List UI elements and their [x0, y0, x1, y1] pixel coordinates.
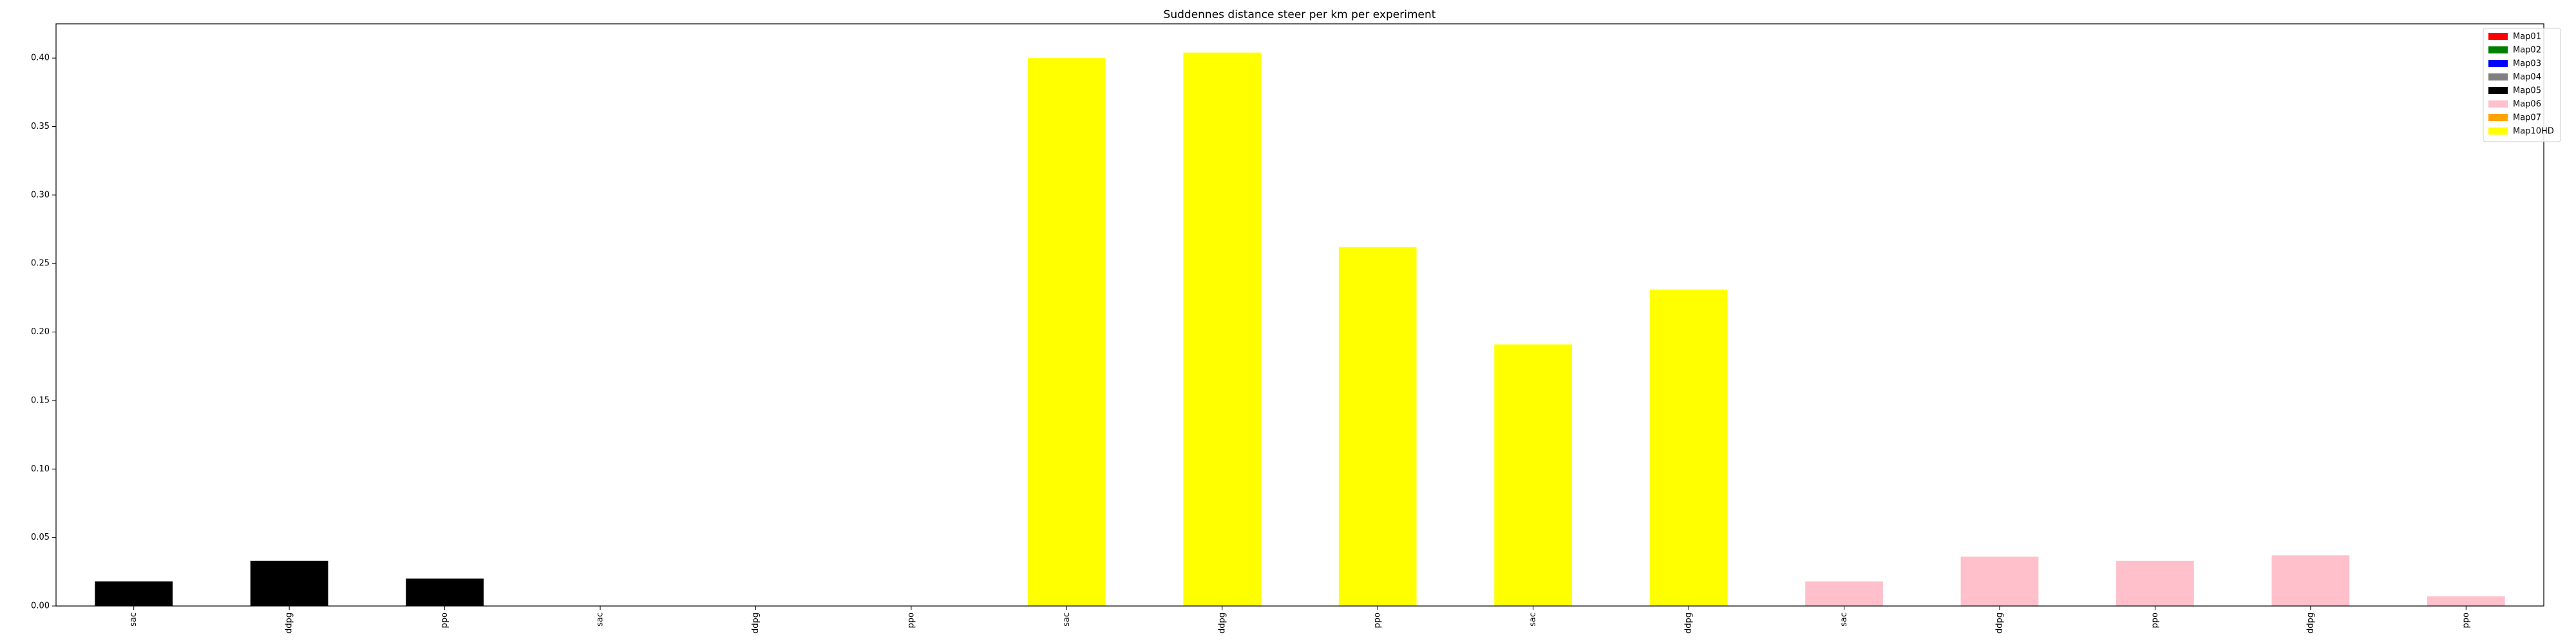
x-tick-label: ddpg [1994, 612, 2004, 634]
legend-label: Map03 [2513, 59, 2541, 69]
legend-swatch [2488, 114, 2508, 121]
y-tick-label: 0.05 [31, 533, 50, 542]
bar-8 [1183, 52, 1262, 607]
bar-3 [406, 578, 484, 606]
bar-13 [1960, 556, 2039, 606]
legend-label: Map04 [2513, 73, 2541, 82]
y-tick-label: 0.00 [31, 601, 50, 611]
bars-group [95, 52, 2505, 607]
bar-12 [1805, 581, 1883, 606]
legend-label: Map07 [2513, 113, 2541, 123]
bar-11 [1649, 289, 1728, 606]
legend-label: Map01 [2513, 32, 2541, 42]
x-tick-label: sac [1528, 612, 1538, 627]
legend-label: Map02 [2513, 46, 2541, 55]
x-tick-label: ppo [1373, 612, 1383, 629]
x-tick-label: ddpg [1217, 612, 1227, 634]
x-tick-label: ppo [440, 612, 450, 629]
bar-1 [95, 581, 173, 606]
x-tick-label: ppo [906, 612, 916, 629]
legend-swatch [2488, 100, 2508, 108]
bar-15 [2271, 555, 2350, 606]
legend: Map01 Map02 Map03 Map04 Map05 Map06 Map07 Map10… [2483, 28, 2561, 142]
legend-label: Map05 [2513, 86, 2541, 96]
y-tick-label: 0.15 [31, 395, 50, 405]
y-tick-label: 0.30 [31, 190, 50, 200]
y-tick-label: 0.20 [31, 327, 50, 337]
bar-9 [1338, 247, 1417, 607]
chart-title: Suddennes distance steer per km per expe… [1164, 8, 1436, 21]
x-tick-label: ddpg [751, 612, 761, 634]
legend-swatch [2488, 33, 2508, 40]
y-axis: 0.00 0.05 0.10 0.15 0.20 0.25 0.30 0.35 0.40 [31, 53, 56, 611]
bar-2 [250, 560, 328, 606]
legend-label: Map06 [2513, 100, 2541, 109]
x-tick-label: sac [1839, 612, 1849, 627]
y-tick-label: 0.40 [31, 53, 50, 63]
x-tick-label: ppo [2150, 612, 2160, 629]
legend-swatch [2488, 73, 2508, 80]
x-tick-label: sac [1062, 612, 1072, 627]
x-tick-label: ddpg [1684, 612, 1694, 634]
legend-swatch [2488, 87, 2508, 94]
x-tick-label: ddpg [2306, 612, 2315, 634]
x-tick-label: ddpg [285, 612, 294, 634]
x-axis: sac ddpg ppo sac ddpg ppo sac ddpg ppo sac ddpg sac… [129, 606, 2471, 634]
x-tick-label: ppo [2461, 612, 2471, 629]
y-tick-label: 0.10 [31, 464, 50, 474]
bar-10 [1494, 344, 1573, 606]
x-tick-label: sac [596, 612, 605, 627]
legend-swatch [2488, 60, 2508, 67]
plot-frame [55, 23, 2544, 607]
x-tick-label: sac [129, 612, 138, 627]
y-tick-label: 0.35 [31, 122, 50, 131]
bar-16 [2427, 596, 2505, 606]
bar-7 [1027, 58, 1106, 607]
bar-14 [2116, 560, 2194, 606]
y-tick-label: 0.25 [31, 259, 50, 269]
legend-box [2483, 28, 2561, 142]
legend-swatch [2488, 128, 2508, 135]
legend-label: Map10HD [2513, 127, 2554, 137]
legend-swatch [2488, 46, 2508, 53]
